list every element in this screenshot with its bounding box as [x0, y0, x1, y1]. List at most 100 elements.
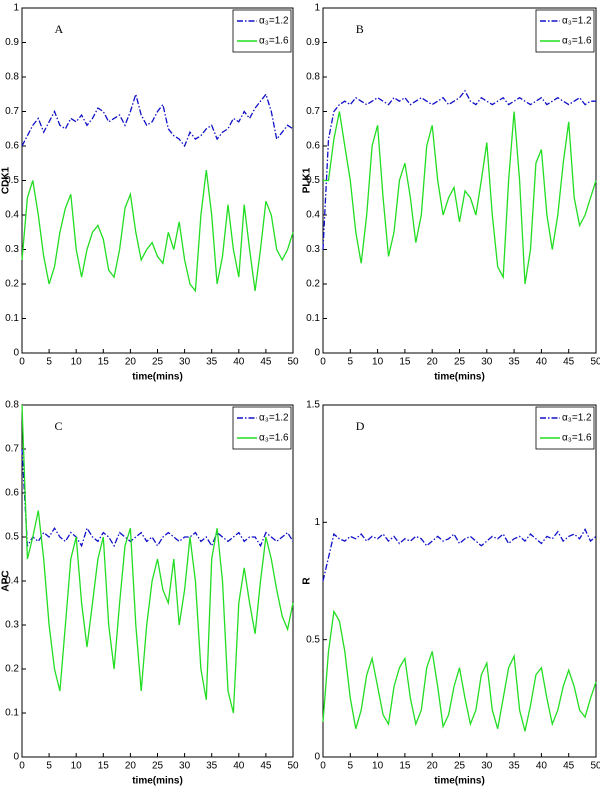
- x-tick-label: 10: [372, 761, 384, 772]
- x-tick-label: 0: [19, 761, 25, 772]
- x-tick-label: 30: [179, 761, 191, 772]
- y-tick-label: 0.4: [306, 210, 320, 221]
- legend-label: α₃=1.2: [259, 413, 289, 424]
- y-tick-label: 0.2: [5, 279, 19, 290]
- y-tick-label: 0.7: [5, 444, 19, 455]
- legend-label: α₃=1.6: [259, 36, 289, 47]
- y-tick-label: 0.6: [5, 488, 19, 499]
- legend-label: α₃=1.2: [259, 16, 289, 27]
- y-tick-label: 0.3: [306, 244, 320, 255]
- x-tick-label: 15: [399, 761, 411, 772]
- x-tick-label: 40: [233, 357, 245, 368]
- y-tick-label: 0.7: [306, 106, 320, 117]
- y-tick-label: 1.5: [306, 400, 320, 411]
- legend-label: α₃=1.6: [562, 433, 592, 444]
- y-tick-label: 0.9: [306, 37, 320, 48]
- x-axis-label: time(mins): [132, 776, 183, 787]
- x-axis-label: time(mins): [434, 776, 485, 787]
- x-tick-label: 5: [46, 357, 52, 368]
- x-tick-label: 0: [19, 357, 25, 368]
- x-tick-label: 35: [509, 357, 521, 368]
- x-tick-label: 5: [348, 357, 354, 368]
- y-tick-label: 0.4: [5, 576, 19, 587]
- plot-frame: [322, 7, 597, 354]
- plot-frame: [21, 404, 294, 758]
- x-tick-label: 45: [260, 761, 272, 772]
- y-tick-label: 0: [314, 752, 320, 763]
- y-tick-label: 0.9: [5, 37, 19, 48]
- legend-label: α₃=1.2: [562, 413, 592, 424]
- y-tick-label: 0.2: [306, 279, 320, 290]
- x-tick-label: 20: [125, 357, 137, 368]
- legend-box: [535, 9, 595, 53]
- y-axis-label: APC: [1, 570, 12, 591]
- x-tick-label: 30: [481, 357, 493, 368]
- x-tick-label: 10: [372, 357, 384, 368]
- y-axis-label: PLK1: [302, 167, 313, 193]
- x-tick-label: 45: [563, 357, 575, 368]
- y-tick-label: 1: [13, 3, 19, 14]
- series-line: [322, 609, 597, 732]
- x-tick-label: 0: [320, 761, 326, 772]
- x-tick-label: 15: [98, 761, 110, 772]
- y-tick-label: 1: [314, 517, 320, 528]
- y-tick-label: 0.1: [306, 313, 320, 324]
- x-axis-label: time(mins): [132, 372, 183, 383]
- x-tick-label: 50: [287, 761, 299, 772]
- legend-label: α₃=1.6: [562, 36, 592, 47]
- x-tick-label: 30: [179, 357, 191, 368]
- x-tick-label: 40: [536, 761, 548, 772]
- y-tick-label: 0.1: [5, 313, 19, 324]
- series-line: [21, 448, 294, 548]
- x-tick-label: 25: [152, 357, 164, 368]
- x-tick-label: 50: [287, 357, 299, 368]
- y-tick-label: 0.6: [306, 141, 320, 152]
- x-tick-label: 35: [509, 761, 521, 772]
- panel-label: A: [55, 22, 64, 36]
- x-tick-label: 5: [348, 761, 354, 772]
- x-tick-label: 0: [320, 357, 326, 368]
- x-tick-label: 20: [427, 761, 439, 772]
- y-tick-label: 0.8: [5, 400, 19, 411]
- y-tick-label: 0.7: [5, 106, 19, 117]
- x-tick-label: 45: [563, 761, 575, 772]
- y-tick-label: 0.5: [306, 175, 320, 186]
- y-tick-label: 0.8: [306, 72, 320, 83]
- panel-label: D: [356, 419, 365, 433]
- x-tick-label: 15: [98, 357, 110, 368]
- series-line: [322, 89, 596, 250]
- x-tick-label: 20: [125, 761, 137, 772]
- y-tick-label: 0.3: [5, 244, 19, 255]
- legend-label: α₃=1.6: [259, 433, 289, 444]
- x-tick-label: 40: [233, 761, 245, 772]
- legend-box: [232, 9, 292, 53]
- x-tick-label: 5: [46, 761, 52, 772]
- series-line: [322, 527, 597, 582]
- y-tick-label: 0: [314, 348, 320, 359]
- y-axis-label: R: [302, 577, 313, 585]
- y-axis-label: CDK1: [1, 166, 12, 194]
- panel-label: C: [55, 419, 63, 433]
- x-tick-label: 25: [454, 761, 466, 772]
- legend-label: α₃=1.2: [562, 16, 592, 27]
- series-line: [21, 404, 294, 714]
- panel-label: B: [356, 22, 364, 36]
- plot-frame: [322, 404, 597, 758]
- series-line: [21, 91, 294, 148]
- legend-box: [232, 406, 292, 450]
- x-axis-label: time(mins): [434, 372, 485, 383]
- x-tick-label: 15: [399, 357, 411, 368]
- y-tick-label: 1: [314, 3, 320, 14]
- y-tick-label: 0.6: [5, 141, 19, 152]
- x-tick-label: 10: [71, 761, 83, 772]
- y-tick-label: 0.8: [5, 72, 19, 83]
- x-tick-label: 25: [454, 357, 466, 368]
- x-tick-label: 20: [427, 357, 439, 368]
- y-tick-label: 0: [13, 348, 19, 359]
- y-tick-label: 0.4: [5, 210, 19, 221]
- y-tick-label: 0.3: [5, 620, 19, 631]
- series-line: [21, 170, 294, 293]
- legend-box: [535, 406, 595, 450]
- x-tick-label: 30: [481, 761, 493, 772]
